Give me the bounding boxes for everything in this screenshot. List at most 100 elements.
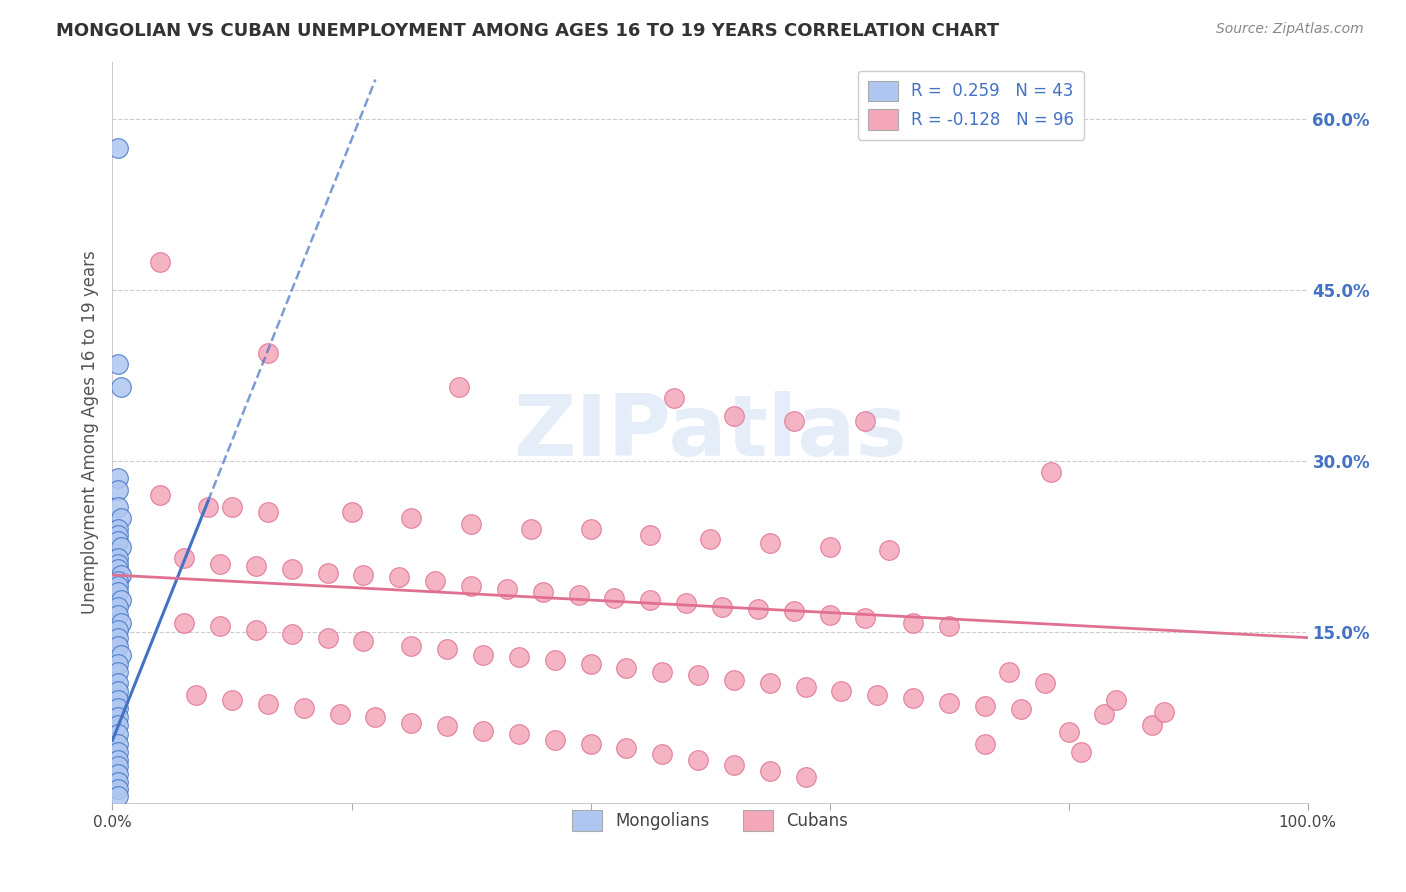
Point [107,775,129,789]
Point [107,639,129,653]
Point [1033,676,1056,690]
Point [221,693,243,707]
Point [818,540,841,554]
Point [149,488,172,502]
Point [759,536,782,550]
Point [107,657,129,671]
Point [329,706,352,721]
Point [107,483,129,497]
Point [1094,706,1116,721]
Point [107,599,129,614]
Point [107,528,129,542]
Point [107,607,129,622]
Point [173,550,195,565]
Point [460,516,482,531]
Point [616,741,638,756]
Point [938,696,960,710]
Point [107,745,129,759]
Point [460,579,482,593]
Point [1142,718,1164,732]
Text: Source: ZipAtlas.com: Source: ZipAtlas.com [1216,22,1364,37]
Point [221,500,243,514]
Point [107,550,129,565]
Point [711,599,734,614]
Point [107,759,129,773]
Point [209,619,232,633]
Point [640,593,662,607]
Point [436,642,458,657]
Point [257,505,280,519]
Point [688,752,710,766]
Point [543,653,565,667]
Point [1057,725,1080,739]
Point [110,593,132,607]
Point [759,676,782,690]
Point [107,684,129,698]
Point [401,639,423,653]
Point [723,673,745,687]
Point [531,585,554,599]
Point [436,719,458,733]
Point [903,691,925,706]
Point [579,523,602,537]
Point [579,737,602,751]
Point [197,500,219,514]
Point [281,562,304,576]
Point [110,615,132,630]
Point [1039,466,1062,480]
Point [903,615,925,630]
Point [110,511,132,525]
Point [107,676,129,690]
Point [110,568,132,582]
Point [316,631,339,645]
Point [107,665,129,679]
Point [107,718,129,732]
Point [401,716,423,731]
Point [998,665,1021,679]
Point [186,688,208,702]
Point [855,414,877,428]
Point [699,532,721,546]
Point [794,680,817,694]
Point [107,737,129,751]
Point [472,724,495,739]
Point [110,648,132,662]
Point [818,607,841,622]
Point [107,631,129,645]
Point [579,657,602,671]
Point [675,597,697,611]
Point [340,505,363,519]
Point [974,698,997,713]
Point [149,254,172,268]
Point [974,737,997,751]
Point [107,500,129,514]
Point [107,727,129,741]
Point [496,582,519,596]
Point [107,574,129,588]
Point [616,661,638,675]
Point [107,710,129,724]
Point [107,523,129,537]
Point [938,619,960,633]
Point [209,557,232,571]
Point [316,566,339,580]
Point [107,471,129,485]
Point [281,627,304,641]
Legend: Mongolians, Cubans: Mongolians, Cubans [564,802,856,838]
Point [388,570,411,584]
Point [782,414,804,428]
Point [472,648,495,662]
Point [447,380,470,394]
Point [1153,705,1175,719]
Point [794,770,817,784]
Point [352,634,374,648]
Point [107,701,129,715]
Point [1010,702,1032,716]
Point [425,574,447,588]
Point [568,589,591,603]
Point [866,688,889,702]
Point [107,579,129,593]
Text: ZIPatlas: ZIPatlas [513,391,907,475]
Point [173,615,195,630]
Point [520,523,543,537]
